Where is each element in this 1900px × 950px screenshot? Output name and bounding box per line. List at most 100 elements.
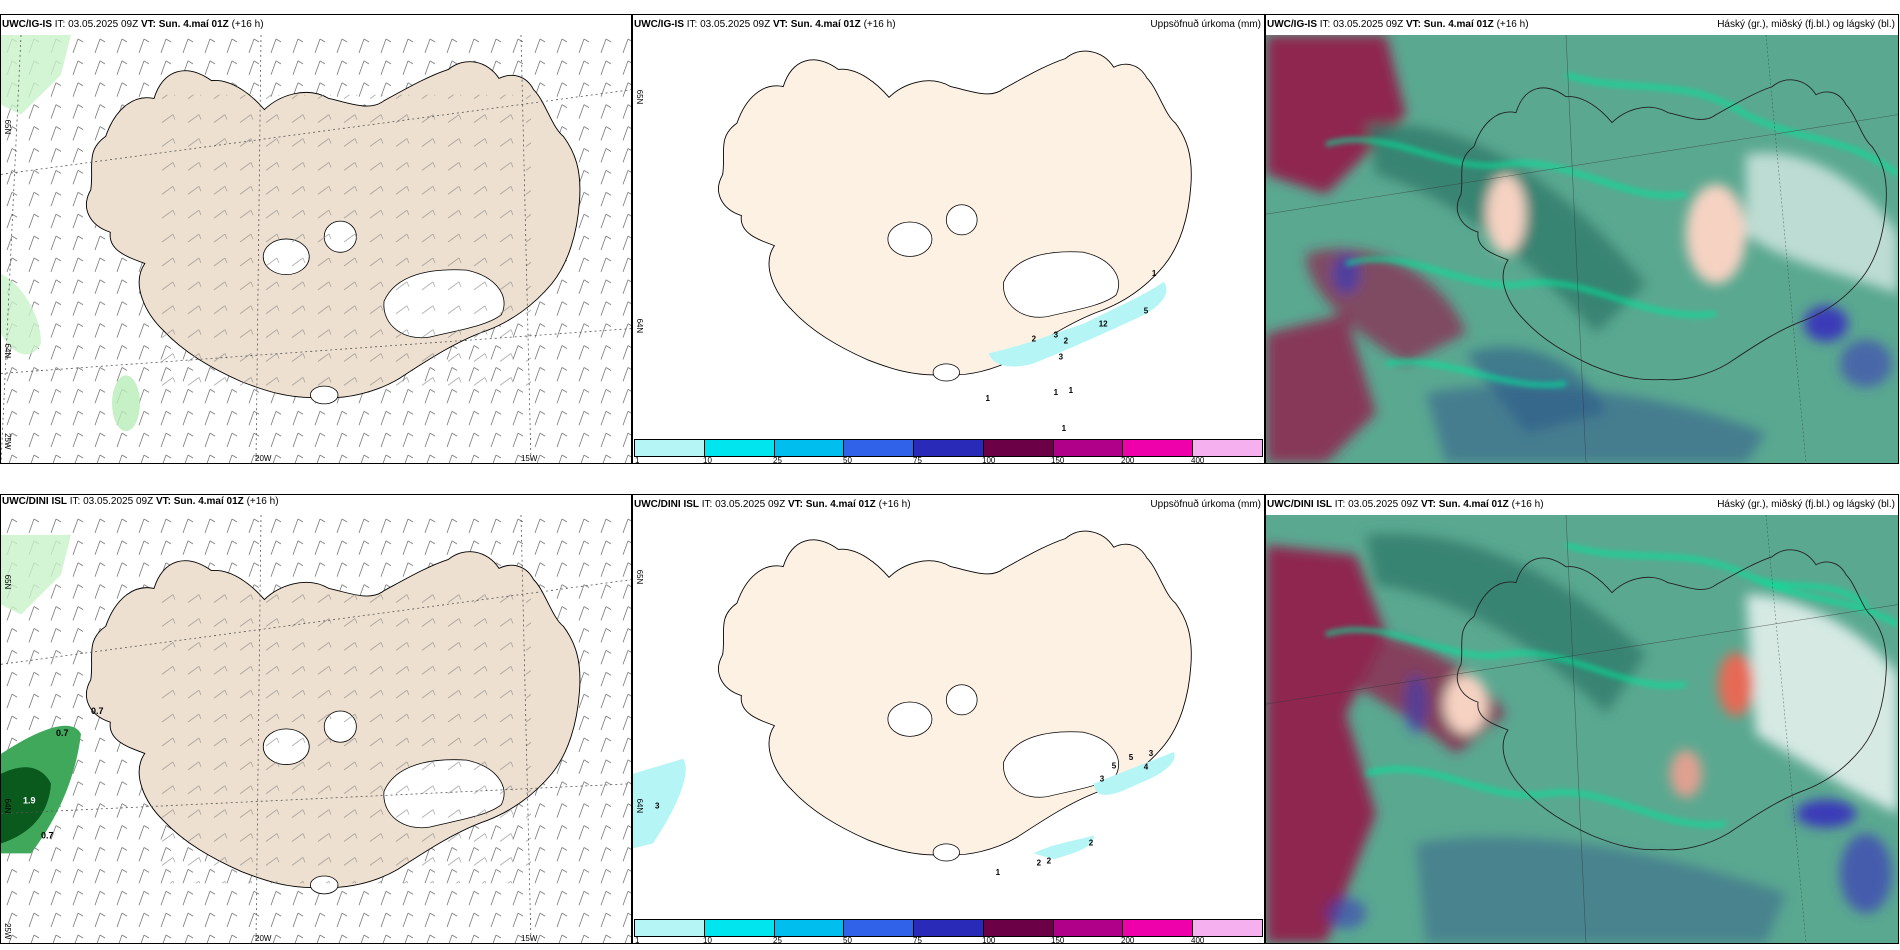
panel-title: Uppsöfnuð úrkoma (mm) xyxy=(1150,499,1261,510)
colorbar-swatch xyxy=(1193,920,1263,936)
precip-label: 4 xyxy=(1144,763,1149,772)
it-prefix: IT: xyxy=(1319,19,1331,30)
map-area: 65N 64N 3 3 5 5 4 3 2 2 2 1 xyxy=(633,515,1264,917)
panel-header: UWC/IG-IS IT: 03.05.2025 09Z VT: Sun. 4.… xyxy=(633,15,1264,35)
precip-label: 2 xyxy=(1089,838,1094,847)
colorbar-swatch xyxy=(635,920,705,936)
colorbar-swatch xyxy=(1123,440,1194,456)
precip-label: 2 xyxy=(1032,334,1037,343)
precip-label: 1 xyxy=(986,394,991,403)
it-prefix: IT: xyxy=(701,499,713,510)
model-name: UWC/DINI ISL xyxy=(1267,499,1332,510)
colorbar-swatch xyxy=(844,920,915,936)
lat-label: 65N xyxy=(3,120,12,135)
it-value: 03.05.2025 09Z xyxy=(83,496,154,507)
lead-time: (+16 h) xyxy=(1511,499,1544,510)
colorbar-swatch xyxy=(1053,440,1124,456)
map-area: 65N 64N 25W 20W 15W xyxy=(1,35,631,463)
colorbar-swatch xyxy=(774,920,845,936)
precip-label: 1 xyxy=(1069,386,1074,395)
precip-label: 3 xyxy=(1054,331,1059,340)
colorbar-tick: 400 xyxy=(1191,936,1205,944)
precip-map: 65N 64N 3 3 5 5 4 3 2 2 2 1 xyxy=(633,530,1192,877)
colorbar-tick: 200 xyxy=(1121,936,1135,944)
panel-title: Uppsöfnuð úrkoma (mm) xyxy=(1150,19,1261,30)
colorbar-tick: 150 xyxy=(1051,456,1065,464)
precip-label: 12 xyxy=(1099,320,1108,329)
it-prefix: IT: xyxy=(686,19,698,30)
colorbar-tick: 75 xyxy=(913,936,922,944)
lat-label: 64N xyxy=(3,799,12,814)
vt-prefix: VT: xyxy=(155,496,171,507)
lead-time: (+16 h) xyxy=(878,499,911,510)
map-area xyxy=(1266,515,1898,943)
colorbar-tick: 200 xyxy=(1121,456,1135,464)
lat-label: 65N xyxy=(635,570,644,585)
colorbar-tick: 150 xyxy=(1051,936,1065,944)
lead-time: (+16 h) xyxy=(863,19,896,30)
lat-label: 64N xyxy=(3,344,12,359)
colorbar-swatch xyxy=(983,920,1054,936)
colorbar-tick: 1 xyxy=(635,936,640,944)
lat-label: 64N xyxy=(635,319,644,334)
precip-label: 3 xyxy=(655,802,660,811)
panel-precip-dini: UWC/DINI ISL IT: 03.05.2025 09Z VT: Sun.… xyxy=(632,494,1265,944)
lead-time: (+16 h) xyxy=(231,19,264,30)
colorbar-tick: 1 xyxy=(635,456,640,464)
precip-label: 2 xyxy=(1064,336,1069,345)
it-value: 03.05.2025 09Z xyxy=(715,499,786,510)
model-name: UWC/DINI ISL xyxy=(634,499,699,510)
colorbar-swatch xyxy=(914,920,984,936)
panel-header: UWC/IG-IS IT: 03.05.2025 09Z VT: Sun. 4.… xyxy=(1,15,631,35)
cloud-map xyxy=(1266,35,1898,463)
vt-prefix: VT: xyxy=(140,19,156,30)
panel-cloud-dini: UWC/DINI ISL IT: 03.05.2025 09Z VT: Sun.… xyxy=(1265,494,1899,944)
model-name: UWC/IG-IS xyxy=(1267,19,1317,30)
panel-precip-ig-is: UWC/IG-IS IT: 03.05.2025 09Z VT: Sun. 4.… xyxy=(632,14,1265,464)
precip-label: 2 xyxy=(1037,858,1042,867)
colorbar-tick: 10 xyxy=(703,936,712,944)
precip-label: 1 xyxy=(996,868,1001,877)
panel-header: UWC/DINI ISL IT: 03.05.2025 09Z VT: Sun.… xyxy=(1,495,302,523)
precip-label: 5 xyxy=(1129,753,1134,762)
colorbar-swatch xyxy=(635,440,705,456)
precip-label: 3 xyxy=(1100,775,1105,784)
lead-time: (+16 h) xyxy=(246,496,279,507)
contour-label: 0.7 xyxy=(91,706,104,716)
panel-header: UWC/DINI ISL IT: 03.05.2025 09Z VT: Sun.… xyxy=(1266,495,1898,515)
lat-label: 65N xyxy=(635,90,644,105)
precip-label: 5 xyxy=(1112,762,1117,771)
colorbar-swatch xyxy=(774,440,845,456)
colorbar-tick: 50 xyxy=(843,936,852,944)
colorbar-swatches xyxy=(634,439,1263,457)
it-prefix: IT: xyxy=(69,496,81,507)
wind-map: 65N 64N 25W 20W 15W xyxy=(1,35,631,463)
panel-cloud-ig-is: UWC/IG-IS IT: 03.05.2025 09Z VT: Sun. 4.… xyxy=(1265,14,1899,464)
precip-label: 3 xyxy=(1149,749,1154,758)
model-name: UWC/IG-IS xyxy=(634,19,684,30)
panel-wind-ig-is: UWC/IG-IS IT: 03.05.2025 09Z VT: Sun. 4.… xyxy=(0,14,632,464)
panel-title: Háský (gr.), miðský (fj.bl.) og lágský (… xyxy=(1717,499,1895,510)
panel-header: UWC/DINI ISL IT: 03.05.2025 09Z VT: Sun.… xyxy=(633,495,1264,515)
vt-value: Sun. 4.maí 01Z xyxy=(805,499,876,510)
it-prefix: IT: xyxy=(1334,499,1346,510)
colorbar-tick: 100 xyxy=(982,456,996,464)
panel-header: UWC/IG-IS IT: 03.05.2025 09Z VT: Sun. 4.… xyxy=(1266,15,1898,35)
lon-label: 25W xyxy=(3,433,12,450)
lon-label: 20W xyxy=(255,454,272,463)
colorbar-swatch xyxy=(914,440,984,456)
colorbar-tick: 25 xyxy=(773,456,782,464)
vt-prefix: VT: xyxy=(1420,499,1436,510)
precip-label: 1 xyxy=(1152,269,1157,278)
colorbar-swatch xyxy=(704,440,775,456)
it-prefix: IT: xyxy=(54,19,66,30)
map-area: 65N 64N 1 12 5 3 2 2 3 1 1 1 1 xyxy=(633,35,1264,437)
cloud-map xyxy=(1266,515,1898,943)
colorbar-swatch xyxy=(844,440,915,456)
vt-value: Sun. 4.maí 01Z xyxy=(790,19,861,30)
lat-label: 64N xyxy=(635,799,644,814)
lon-label: 20W xyxy=(255,934,272,943)
precip-label: 5 xyxy=(1144,307,1149,316)
precip-label: 1 xyxy=(1062,424,1067,433)
vt-prefix: VT: xyxy=(772,19,788,30)
